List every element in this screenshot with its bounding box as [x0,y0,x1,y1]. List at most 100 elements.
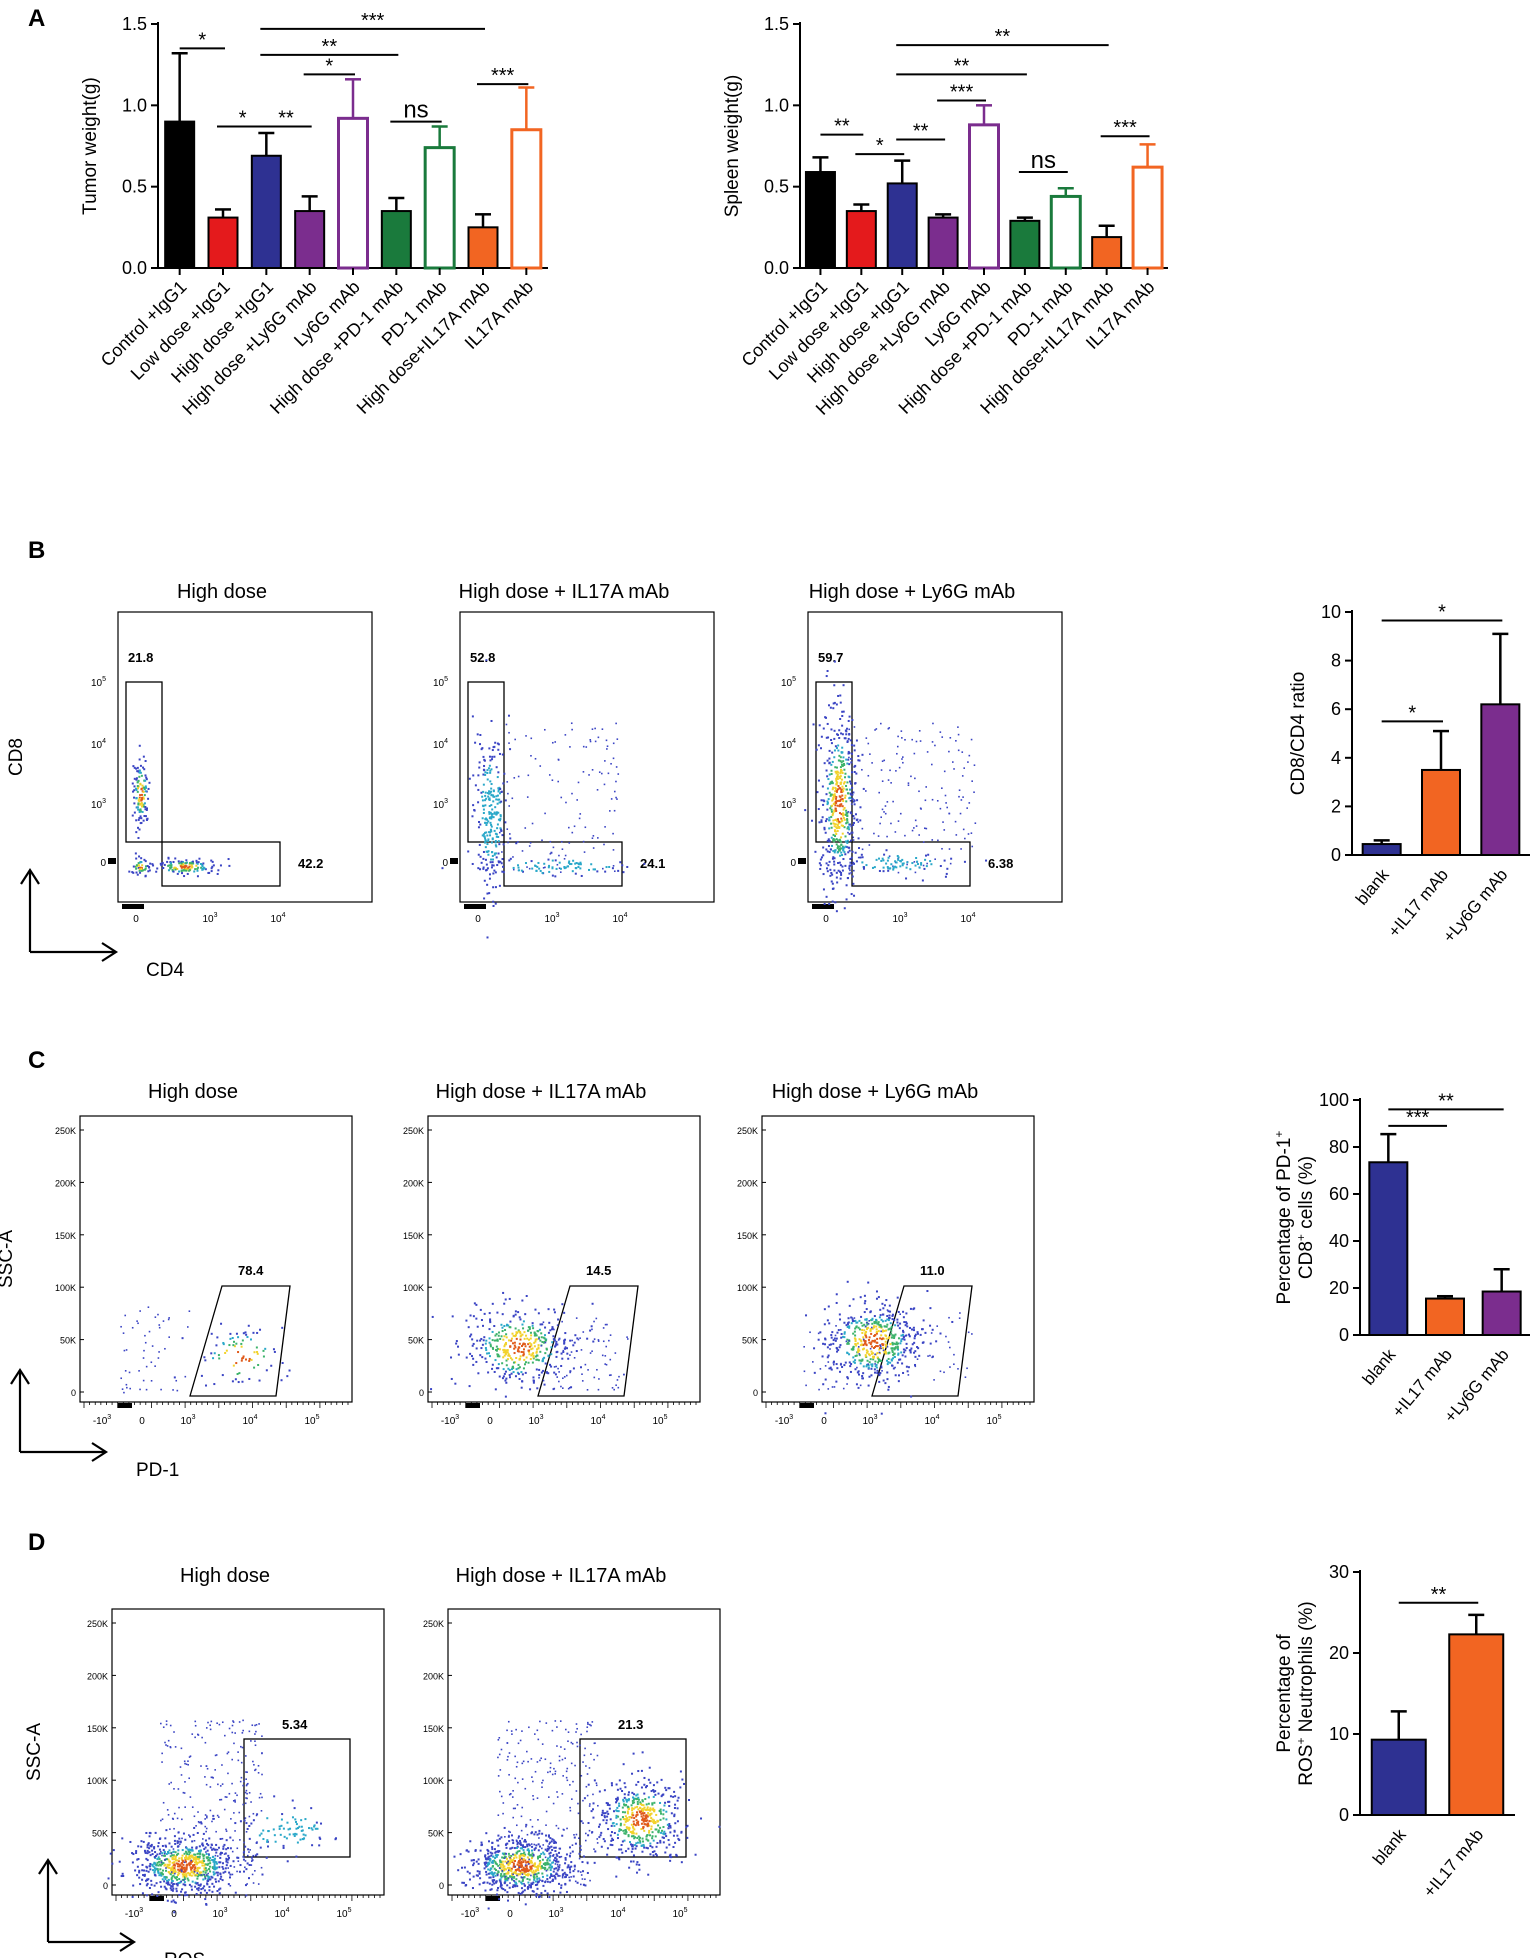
event-dot [846,762,849,765]
event-dot [137,1858,140,1861]
event-dot [508,742,510,744]
event-dot [494,1874,497,1877]
x-tick-label-exp: 4 [282,912,286,919]
event-dot [899,1358,902,1361]
event-dot [882,1349,885,1352]
event-dot [140,788,143,791]
event-dot [892,1357,895,1360]
x-tick-label: 105 [652,1414,667,1427]
event-dot [889,1343,892,1346]
event-dot [192,1833,195,1836]
event-dot [577,781,580,784]
event-dot [193,1815,196,1818]
event-dot [143,868,146,871]
event-dot [547,1847,550,1850]
event-dot [840,803,843,806]
y-tick-label: 105 [91,676,106,689]
event-dot [553,1371,556,1374]
event-dot [841,797,844,800]
event-dot [285,1837,288,1840]
event-dot [248,1377,251,1380]
event-dot [844,853,847,856]
event-dot [546,1878,549,1881]
event-dot [518,1316,521,1319]
event-dot [829,1367,832,1370]
event-dot [498,831,501,834]
event-dot [564,734,567,736]
event-dot [877,1296,880,1299]
event-dot [895,770,897,772]
event-dot [533,1873,536,1876]
x-tick-label-base: 0 [171,1909,177,1920]
event-dot [488,1862,491,1865]
event-dot [144,779,147,782]
event-dot [479,855,482,858]
event-dot [861,1359,864,1362]
event-dot [181,1870,183,1873]
event-dot [551,1861,554,1864]
event-dot [822,846,825,849]
event-dot [566,1874,569,1877]
event-dot [482,755,485,758]
event-dot [137,802,140,805]
event-dot [837,822,840,825]
event-dot [569,1370,572,1373]
event-dot [196,1875,199,1878]
event-dot [876,1345,879,1348]
plot-frame [761,1115,1035,1403]
event-dot [210,867,213,870]
event-dot [518,1342,521,1345]
event-dot [160,1722,162,1725]
event-dot [511,1368,514,1371]
event-dot [234,1799,236,1802]
event-dot [937,839,939,842]
event-dot [182,1883,185,1886]
event-dot [552,1870,555,1873]
event-dot [804,809,807,812]
event-dot [132,871,135,874]
event-dot [524,827,527,829]
event-dot [476,1325,479,1328]
event-dot [311,1828,314,1831]
event-dot [489,759,492,762]
event-dot [523,1343,526,1346]
event-dot [489,861,492,864]
event-dot [212,864,215,867]
event-dot [835,772,838,775]
event-dot [855,1321,858,1324]
event-dot [592,1340,595,1343]
event-dot [156,1894,159,1897]
event-dot [131,871,134,874]
event-dot [856,1371,859,1374]
event-dot [857,1349,860,1352]
event-dot [909,1326,912,1329]
event-dot [537,1330,540,1333]
event-dot [178,1865,181,1868]
event-dot [206,1816,208,1819]
x-tick-label: 103 [180,1414,195,1427]
event-dot [522,1353,525,1356]
event-dot [539,1323,542,1326]
event-dot [886,1371,889,1374]
x-tick-label-exp: 3 [214,912,218,919]
event-dot [141,784,144,787]
y-tick-label: 100K [87,1776,108,1786]
event-dot [496,1311,499,1314]
event-dot [244,1860,247,1862]
event-dot [138,1876,141,1879]
event-dot [921,1341,924,1344]
event-dot [488,892,491,895]
event-dot [593,1338,596,1340]
event-dot [885,849,888,852]
event-dot [553,1890,556,1893]
event-dot [183,1861,186,1864]
event-dot [518,1855,521,1858]
event-dot [289,1827,292,1830]
axis-x-title: CD4 [146,960,184,981]
event-dot [250,1856,253,1859]
event-dot [139,802,142,805]
event-dot [496,802,499,805]
event-dot [508,1297,511,1300]
